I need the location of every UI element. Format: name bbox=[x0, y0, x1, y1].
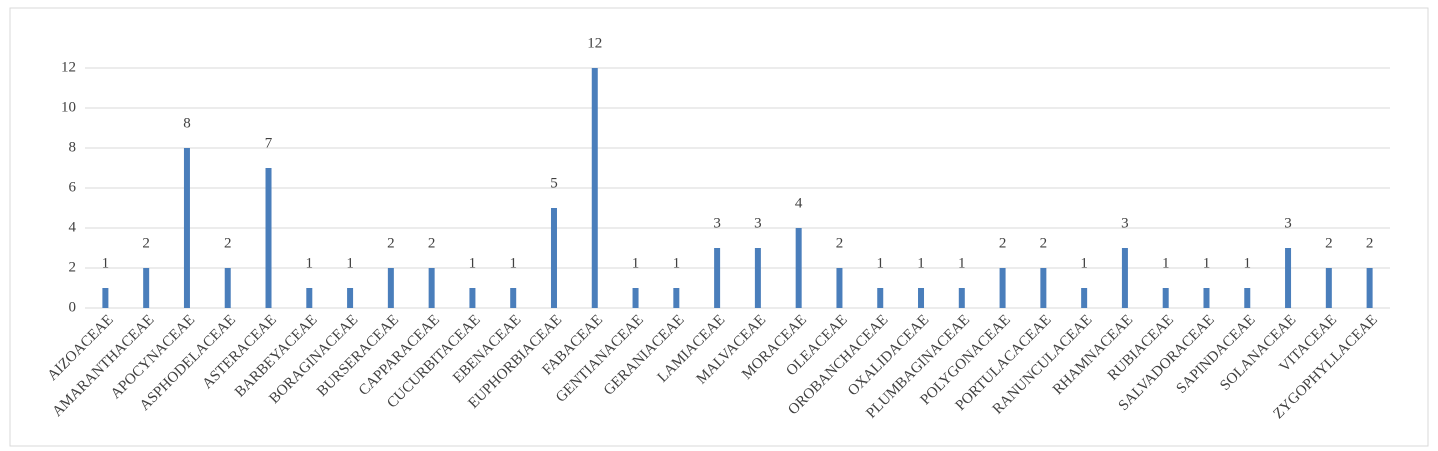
bar bbox=[754, 248, 761, 308]
bar bbox=[306, 288, 313, 308]
data-label: 2 bbox=[1366, 235, 1374, 251]
y-tick-label: 8 bbox=[69, 139, 77, 155]
bar bbox=[714, 248, 721, 308]
bar bbox=[836, 268, 843, 308]
data-label: 2 bbox=[1325, 235, 1333, 251]
data-label: 1 bbox=[632, 255, 640, 271]
data-label: 3 bbox=[1121, 215, 1129, 231]
data-label: 1 bbox=[1244, 255, 1252, 271]
bar bbox=[958, 288, 965, 308]
bar bbox=[224, 268, 231, 308]
data-label: 3 bbox=[754, 215, 762, 231]
data-label: 2 bbox=[999, 235, 1007, 251]
data-label: 4 bbox=[795, 195, 803, 211]
bar bbox=[918, 288, 925, 308]
data-label: 1 bbox=[673, 255, 681, 271]
bar bbox=[387, 268, 394, 308]
bar bbox=[1162, 288, 1169, 308]
data-label: 3 bbox=[1284, 215, 1292, 231]
data-label: 2 bbox=[1040, 235, 1048, 251]
bar bbox=[550, 208, 557, 308]
data-label: 1 bbox=[1080, 255, 1088, 271]
data-label: 1 bbox=[469, 255, 477, 271]
bar bbox=[1285, 248, 1292, 308]
bar bbox=[510, 288, 517, 308]
data-label: 2 bbox=[387, 235, 395, 251]
data-label: 1 bbox=[346, 255, 354, 271]
data-label: 5 bbox=[550, 175, 558, 191]
bar bbox=[428, 268, 435, 308]
bar bbox=[347, 288, 354, 308]
data-label: 1 bbox=[876, 255, 884, 271]
data-label: 2 bbox=[836, 235, 844, 251]
data-label: 8 bbox=[183, 115, 191, 131]
data-label: 2 bbox=[428, 235, 436, 251]
chart-border bbox=[9, 7, 1429, 447]
data-label: 1 bbox=[509, 255, 517, 271]
bar bbox=[469, 288, 476, 308]
bar bbox=[795, 228, 802, 308]
y-tick-label: 6 bbox=[69, 179, 77, 195]
data-label: 1 bbox=[306, 255, 314, 271]
bar bbox=[1325, 268, 1332, 308]
y-tick-label: 0 bbox=[69, 299, 77, 315]
bar bbox=[1040, 268, 1047, 308]
bar bbox=[1366, 268, 1373, 308]
bar bbox=[591, 68, 598, 308]
y-tick-label: 12 bbox=[61, 59, 76, 75]
bar bbox=[877, 288, 884, 308]
bar bbox=[102, 288, 109, 308]
bar bbox=[1244, 288, 1251, 308]
bar bbox=[1081, 288, 1088, 308]
data-label: 1 bbox=[917, 255, 925, 271]
bar bbox=[632, 288, 639, 308]
data-label: 1 bbox=[1162, 255, 1170, 271]
data-label: 12 bbox=[587, 35, 602, 51]
bar bbox=[183, 148, 190, 308]
bar bbox=[999, 268, 1006, 308]
y-tick-label: 10 bbox=[61, 99, 76, 115]
y-tick-label: 4 bbox=[69, 219, 77, 235]
data-label: 7 bbox=[265, 135, 273, 151]
bar bbox=[673, 288, 680, 308]
data-label: 1 bbox=[958, 255, 966, 271]
bar bbox=[143, 268, 150, 308]
data-label: 2 bbox=[224, 235, 232, 251]
bar bbox=[1121, 248, 1128, 308]
y-tick-label: 2 bbox=[69, 259, 77, 275]
bar bbox=[1203, 288, 1210, 308]
data-label: 2 bbox=[142, 235, 150, 251]
data-label: 1 bbox=[1203, 255, 1211, 271]
data-label: 3 bbox=[713, 215, 721, 231]
data-label: 1 bbox=[102, 255, 110, 271]
bar bbox=[265, 168, 272, 308]
